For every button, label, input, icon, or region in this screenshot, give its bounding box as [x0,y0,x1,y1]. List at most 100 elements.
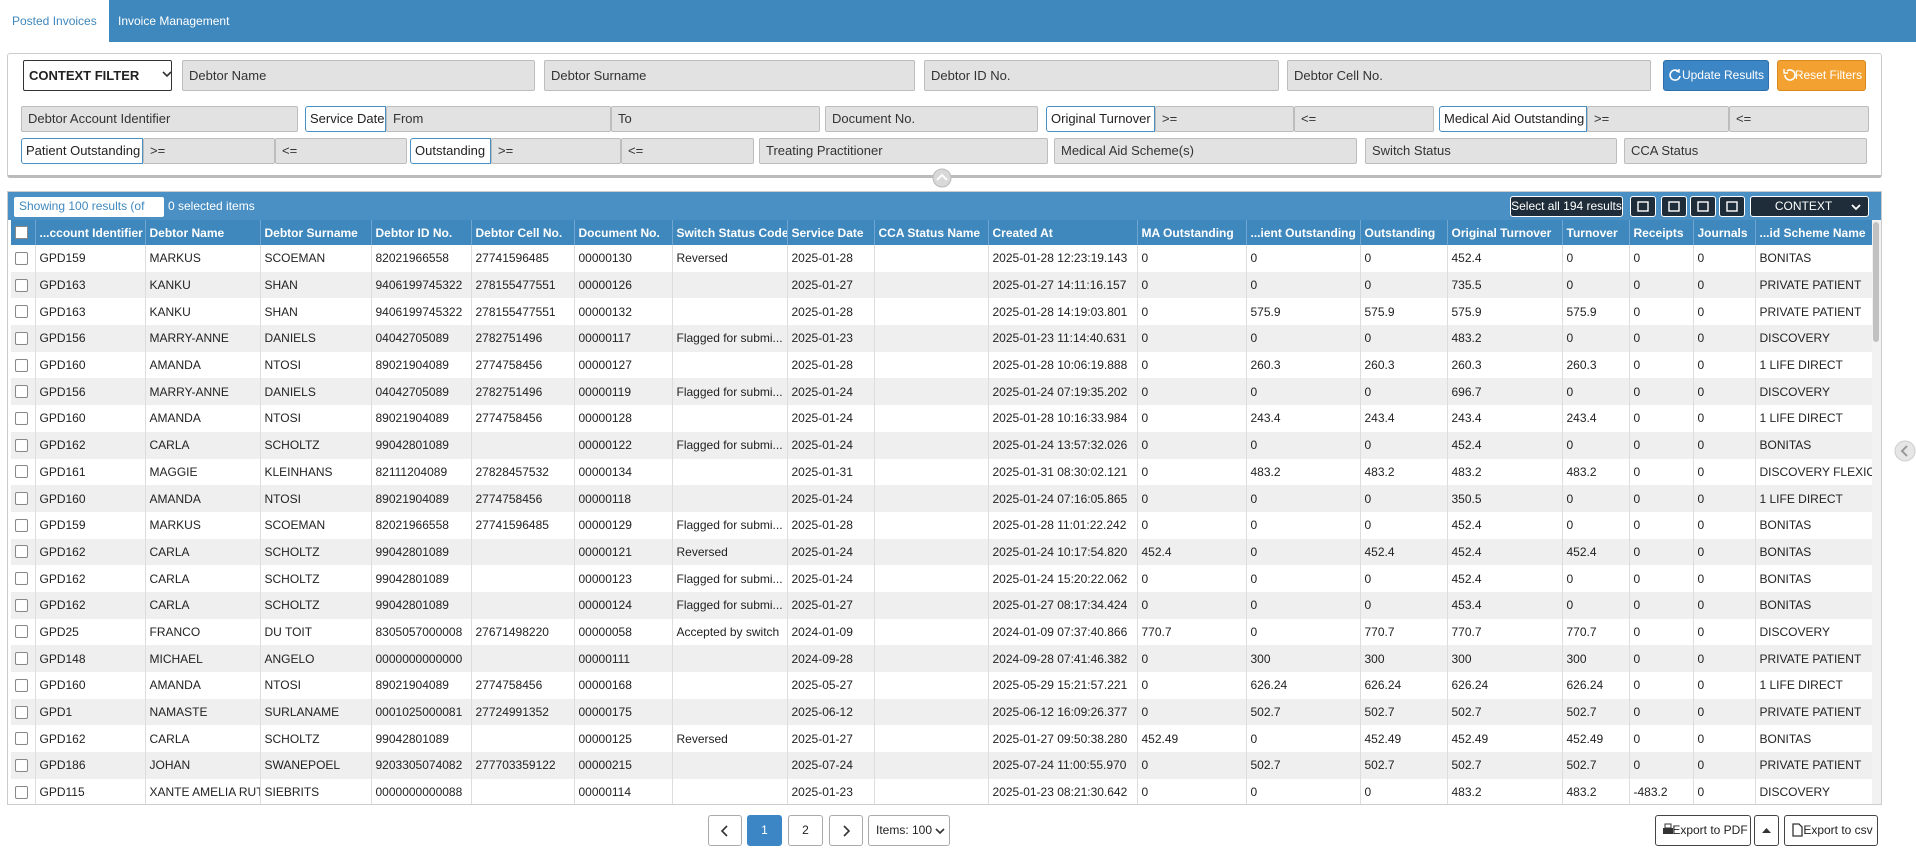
next-page-button[interactable] [829,815,863,846]
filter-input[interactable]: Document No. [825,106,1038,132]
range-from-input[interactable]: >= [1155,106,1294,132]
checkbox[interactable] [15,599,28,612]
checkbox[interactable] [15,332,28,345]
range-to-input[interactable]: <= [1294,106,1434,132]
filter-input[interactable]: Debtor Surname [544,60,915,91]
toolbar-icon-button[interactable] [1661,196,1687,217]
checkbox[interactable] [15,625,28,638]
checkbox[interactable] [15,572,28,585]
column-header[interactable]: ...ient Outstanding [1246,220,1360,245]
table-row: GPD159MARKUSSCOEMAN820219665582774159648… [11,512,1872,539]
checkbox[interactable] [15,652,28,665]
select-all-button[interactable]: Select all 194 results [1510,196,1623,217]
context-filter-select[interactable]: CONTEXT FILTER [23,60,172,91]
column-header[interactable]: Turnover [1562,220,1629,245]
checkbox[interactable] [15,706,28,719]
checkbox[interactable] [15,519,28,532]
checkbox[interactable] [15,545,28,558]
table-cell: 0 [1562,378,1629,405]
tab[interactable]: Posted Invoices [0,0,109,42]
checkbox[interactable] [15,439,28,452]
page-button[interactable]: 1 [747,815,782,846]
tab[interactable]: Invoice Management [106,0,241,42]
column-header[interactable]: Created At [988,220,1137,245]
table-cell: 89021904089 [371,352,471,379]
range-from-input[interactable]: >= [491,138,621,164]
table-cell: 9203305074082 [371,752,471,779]
column-header[interactable]: Service Date [787,220,874,245]
column-header[interactable]: ...id Scheme Name [1755,220,1872,245]
table-cell: 575.9 [1360,298,1447,325]
range-to-input[interactable]: <= [621,138,754,164]
checkbox[interactable] [15,359,28,372]
toolbar-icon-button[interactable] [1630,196,1656,217]
table-cell: 99042801089 [371,539,471,566]
table-cell: 1 LIFE DIRECT [1755,485,1872,512]
checkbox[interactable] [15,786,28,799]
table-cell: 452.4 [1137,539,1246,566]
column-header[interactable]: Debtor Name [145,220,260,245]
filter-input[interactable]: Treating Practitioner [759,138,1048,164]
filter-input[interactable]: Medical Aid Scheme(s) [1054,138,1357,164]
column-header[interactable]: Debtor ID No. [371,220,471,245]
checkbox[interactable] [15,759,28,772]
table-cell: 2025-01-28 10:16:33.984 [988,405,1137,432]
filter-input[interactable]: Debtor Name [182,60,535,91]
toolbar-icon-button[interactable] [1690,196,1716,217]
checkbox[interactable] [15,465,28,478]
checkbox[interactable] [15,305,28,318]
caret-glyph [1755,816,1778,845]
table-cell [874,699,988,726]
side-toggle[interactable] [1894,440,1916,462]
column-header[interactable]: Receipts [1629,220,1693,245]
checkbox[interactable] [15,252,28,265]
checkbox[interactable] [15,412,28,425]
column-header[interactable]: Debtor Surname [260,220,371,245]
toolbar-icon-button[interactable] [1719,196,1745,217]
filter-input[interactable]: Debtor Account Identifier [21,106,298,132]
column-header[interactable]: Original Turnover [1447,220,1562,245]
column-header[interactable]: Switch Status Code [672,220,787,245]
table-cell: SCOEMAN [260,245,371,272]
export-menu-button[interactable] [1754,815,1779,846]
table-cell [874,405,988,432]
select-caret-glyph [160,67,174,81]
checkbox[interactable] [15,385,28,398]
table-cell: DISCOVERY FLEXIC... [1755,459,1872,486]
filter-input[interactable]: Debtor Cell No. [1287,60,1651,91]
checkbox[interactable] [15,492,28,505]
range-to-input[interactable]: <= [1729,106,1869,132]
scroll-thumb[interactable] [1873,222,1879,342]
table-cell: 0 [1137,272,1246,299]
filter-input[interactable]: Debtor ID No. [924,60,1279,91]
page-button[interactable]: 2 [788,815,823,846]
filter-input[interactable]: Switch Status [1365,138,1617,164]
table-cell: 2025-01-31 08:30:02.121 [988,459,1137,486]
column-header[interactable]: Outstanding [1360,220,1447,245]
scrollbar[interactable] [1872,220,1881,804]
range-from-input[interactable]: >= [143,138,275,164]
range-to-input[interactable]: <= [275,138,407,164]
filter-input[interactable]: CCA Status [1624,138,1867,164]
column-header[interactable]: CCA Status Name [874,220,988,245]
checkbox[interactable] [15,732,28,745]
column-header[interactable]: MA Outstanding [1137,220,1246,245]
checkbox[interactable] [15,279,28,292]
table-cell [672,779,787,804]
table-cell: 0001025000081 [371,699,471,726]
column-header[interactable]: Journals [1693,220,1755,245]
table-cell: 27741596485 [471,512,574,539]
collapse-toggle[interactable] [932,168,952,188]
range-from-input[interactable]: >= [1587,106,1729,132]
table-cell: GPD156 [35,378,145,405]
checkbox[interactable] [15,679,28,692]
table-cell: DANIELS [260,325,371,352]
column-header[interactable]: ...ccount Identifier [35,220,145,245]
table-cell: 2025-01-28 [787,352,874,379]
column-header[interactable]: Debtor Cell No. [471,220,574,245]
column-header[interactable]: Document No. [574,220,672,245]
range-from-input[interactable]: From [386,106,611,132]
checkbox[interactable] [15,226,28,239]
prev-page-button[interactable] [708,815,742,846]
range-to-input[interactable]: To [611,106,820,132]
